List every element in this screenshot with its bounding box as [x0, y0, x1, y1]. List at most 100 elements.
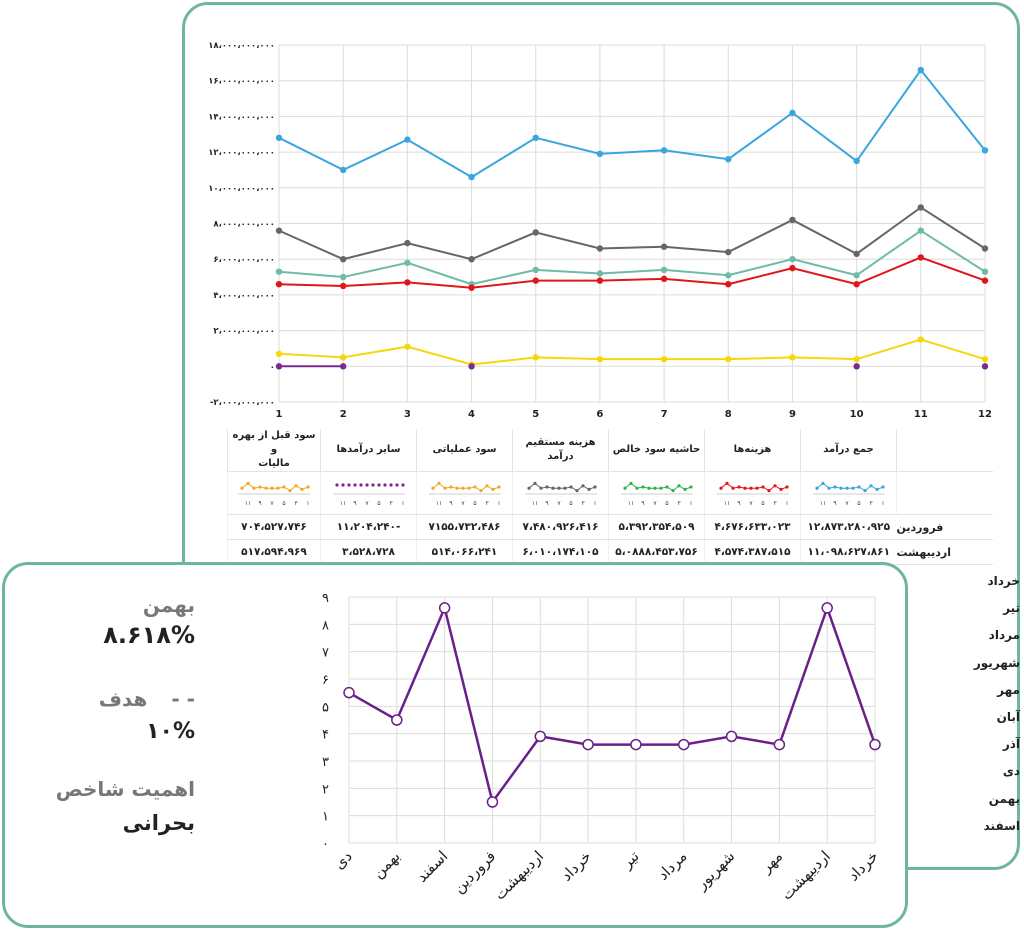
sparkline-point: [484, 483, 489, 487]
sparkline-tick: ۵: [665, 500, 668, 507]
kpi-point: [630, 738, 642, 751]
sparkline-point: [574, 488, 579, 492]
sparkline-tick: ۹: [641, 500, 644, 507]
data-point: [596, 277, 604, 284]
sparkline-point: [496, 484, 501, 489]
sparkline-tick: ۱۱: [435, 500, 441, 507]
data-point: [275, 268, 283, 275]
sparkline-tick: ۷: [365, 500, 369, 507]
table-cell: -۱۱،۲۰۴،۲۴۰: [320, 514, 417, 540]
sparkline-point: [270, 486, 274, 490]
sparkline-tick: ۳: [389, 500, 393, 507]
data-point: [981, 363, 989, 370]
x-tick-label: تیر: [617, 847, 642, 872]
column-header: هزینه مستقیم درآمد: [512, 429, 609, 472]
sparkline-point: [346, 482, 351, 487]
sparkline-tick: ۱۱: [531, 500, 537, 507]
data-point: [660, 355, 668, 363]
month-label: اسفند: [983, 818, 1020, 833]
data-point: [468, 284, 475, 291]
header-text: سود عملیاتی: [432, 444, 497, 455]
sparkline-tick: ۹: [258, 500, 261, 507]
sparkline-tick: ۱: [306, 500, 309, 507]
sparkline-point: [640, 484, 645, 489]
header-text: حاشیه سود خالص: [612, 444, 701, 455]
sparkline-tick: ۵: [761, 500, 764, 507]
sparkline-point: [676, 483, 681, 487]
y-tick-label: ۸: [322, 618, 329, 633]
sparkline: ۱ ۳ ۵ ۷ ۹ ۱۱: [716, 481, 789, 507]
data-point: [725, 355, 732, 363]
sparkline-point: [634, 486, 639, 490]
sparkline-path: [816, 482, 883, 491]
sparkline-tick: ۹: [353, 500, 356, 507]
header-text: سایر درآمدها: [336, 444, 401, 455]
sparkline-point: [240, 486, 244, 490]
sparkline-tick: ۱۱: [819, 500, 825, 507]
sparkline-tick: ۳: [869, 500, 873, 507]
table-cell: ۴،۶۷۶،۶۳۳،۰۲۳: [704, 514, 801, 540]
sparkline-point: [352, 482, 357, 487]
sparkline-tick: ۳: [485, 500, 489, 507]
data-point: [468, 173, 475, 181]
data-point: [981, 245, 989, 252]
series-line: [278, 68, 986, 179]
sparkline-tick: ۳: [294, 500, 298, 507]
sparkline-point: [538, 486, 543, 490]
sparkline-point: [730, 486, 735, 490]
x-tick-label: 11: [914, 409, 928, 420]
sparkline-point: [306, 484, 310, 489]
data-point: [404, 259, 411, 266]
sparkline-point: [340, 482, 345, 487]
sparkline-point: [394, 482, 399, 487]
sparkline-point: [682, 487, 687, 491]
data-point: [981, 268, 989, 275]
data-point: [275, 350, 283, 358]
column-header: سود عملیاتی: [416, 429, 513, 472]
data-point: [339, 256, 347, 263]
sparkline-tick: ۷: [749, 500, 753, 507]
table-row: فروردین ۱۲،۸۷۳،۲۸۰،۹۲۵ ۴،۶۷۶،۶۳۳،۰۲۳ ۵،۳۹۲،…: [227, 514, 993, 540]
sparkline-tick: ۳: [773, 500, 777, 507]
sparkline-tick: ۳: [677, 500, 681, 507]
sparkline-point: [772, 483, 777, 487]
sparkline-tick: ۱۱: [339, 500, 345, 507]
sparkline-tick: ۵: [569, 500, 572, 507]
data-point: [789, 354, 796, 361]
sparkline-cell: ۱ ۳ ۵ ۷ ۹ ۱۱: [416, 471, 513, 515]
kpi-point: [725, 730, 738, 743]
month-label: آبان: [996, 710, 1020, 724]
data-point: [789, 109, 796, 117]
sparkline-tick: ۹: [833, 500, 836, 507]
data-point: [660, 266, 668, 274]
data-point: [532, 134, 539, 142]
sparkline-point: [838, 486, 843, 490]
sparkline-point: [664, 484, 669, 489]
x-tick-label: 10: [850, 409, 864, 420]
table-cell: ۷،۴۸۰،۹۲۶،۴۱۶: [512, 514, 609, 540]
x-tick-label: بهمن: [369, 847, 404, 882]
data-point: [917, 227, 925, 234]
sparkline-cell: ۱ ۳ ۵ ۷ ۹ ۱۱: [320, 471, 417, 515]
header-text: مالیات: [258, 458, 290, 469]
sparkline-tick: ۱: [401, 500, 404, 507]
table-cell: ۵۱۷،۵۹۴،۹۶۹: [227, 539, 321, 565]
sparkline-point: [826, 486, 831, 490]
kpi-point: [773, 738, 786, 751]
sparkline-point: [592, 484, 597, 489]
y-tick-label: ۳: [322, 755, 329, 770]
y-tick-label: ۱۸،۰۰۰،۰۰۰،۰۰۰: [208, 41, 275, 51]
sparkline: ۱ ۳ ۵ ۷ ۹ ۱۱: [238, 481, 310, 507]
x-tick-label: 5: [532, 409, 539, 420]
kpi-point: [534, 730, 547, 743]
data-point: [853, 250, 860, 258]
series-line: [278, 256, 986, 289]
kpi-point: [486, 796, 499, 808]
data-point: [468, 256, 475, 263]
header-text: جمع درآمد: [823, 444, 874, 455]
sparkline-cell: ۱ ۳ ۵ ۷ ۹ ۱۱: [704, 471, 801, 515]
sparkline-point: [364, 482, 369, 487]
row-month: اردیبهشت: [896, 539, 993, 565]
header-text: سود قبل از بهره و: [232, 430, 316, 455]
